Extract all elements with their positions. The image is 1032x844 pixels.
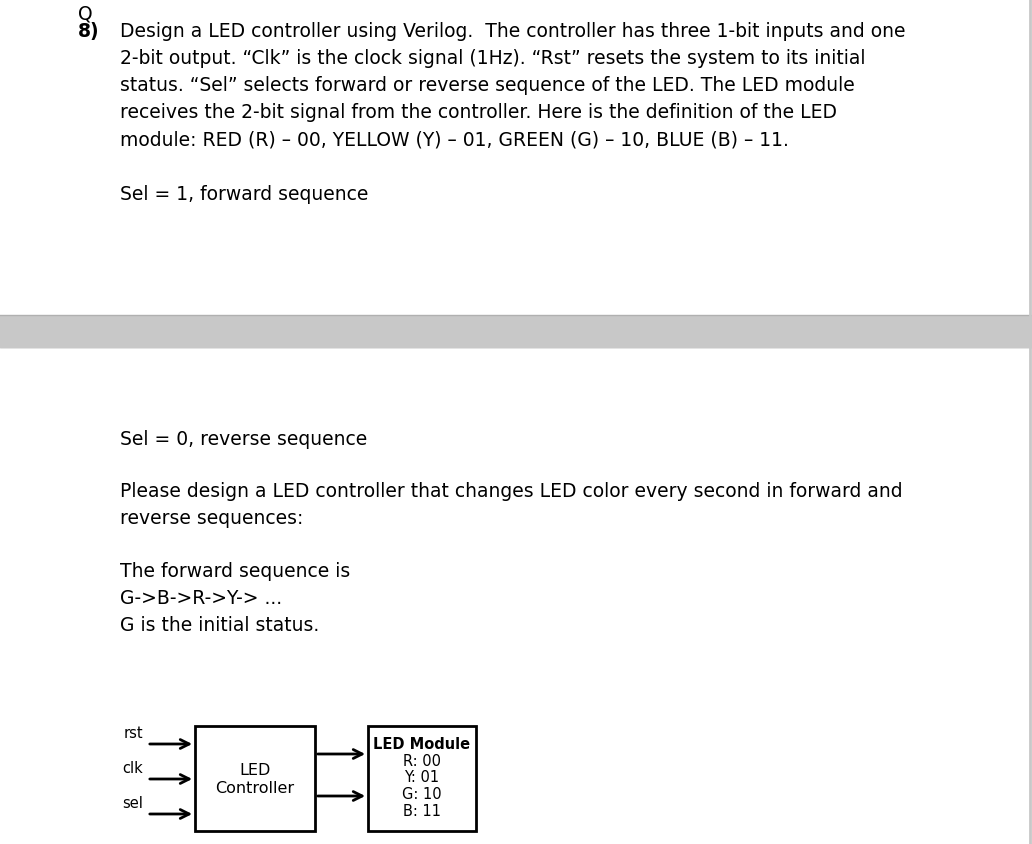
Text: rst: rst [124,726,143,741]
Text: receives the 2-bit signal from the controller. Here is the definition of the LED: receives the 2-bit signal from the contr… [120,103,837,122]
Text: clk: clk [122,761,143,776]
Bar [0,315,1032,348]
Bar [195,726,315,831]
Text: R: 00: R: 00 [404,754,441,769]
Text: status. “Sel” selects forward or reverse sequence of the LED. The LED module: status. “Sel” selects forward or reverse… [120,76,854,95]
Text: LED: LED [239,763,270,778]
Text: Sel = 1, forward sequence: Sel = 1, forward sequence [120,185,368,204]
Text: G: 10: G: 10 [402,787,442,802]
Text: Q: Q [78,5,93,24]
Text: Please design a LED controller that changes LED color every second in forward an: Please design a LED controller that chan… [120,482,903,501]
Text: The forward sequence is: The forward sequence is [120,562,350,581]
Text: Design a LED controller using Verilog.  The controller has three 1-bit inputs an: Design a LED controller using Verilog. T… [120,22,905,41]
Text: LED Module: LED Module [374,737,471,752]
Bar [368,726,476,831]
Text: Controller: Controller [216,781,294,796]
Text: module: RED (R) – 00, YELLOW (Y) – 01, GREEN (G) – 10, BLUE (B) – 11.: module: RED (R) – 00, YELLOW (Y) – 01, G… [120,130,788,149]
Text: G is the initial status.: G is the initial status. [120,616,319,635]
Text: B: 11: B: 11 [404,804,441,819]
Text: G->B->R->Y-> ...: G->B->R->Y-> ... [120,589,282,608]
Text: sel: sel [122,796,143,811]
Text: reverse sequences:: reverse sequences: [120,509,303,528]
Text: 8): 8) [78,22,100,41]
Text: Y: 01: Y: 01 [405,770,440,785]
Text: Sel = 0, reverse sequence: Sel = 0, reverse sequence [120,430,367,449]
Text: 2-bit output. “Clk” is the clock signal (1Hz). “Rst” resets the system to its in: 2-bit output. “Clk” is the clock signal … [120,49,866,68]
